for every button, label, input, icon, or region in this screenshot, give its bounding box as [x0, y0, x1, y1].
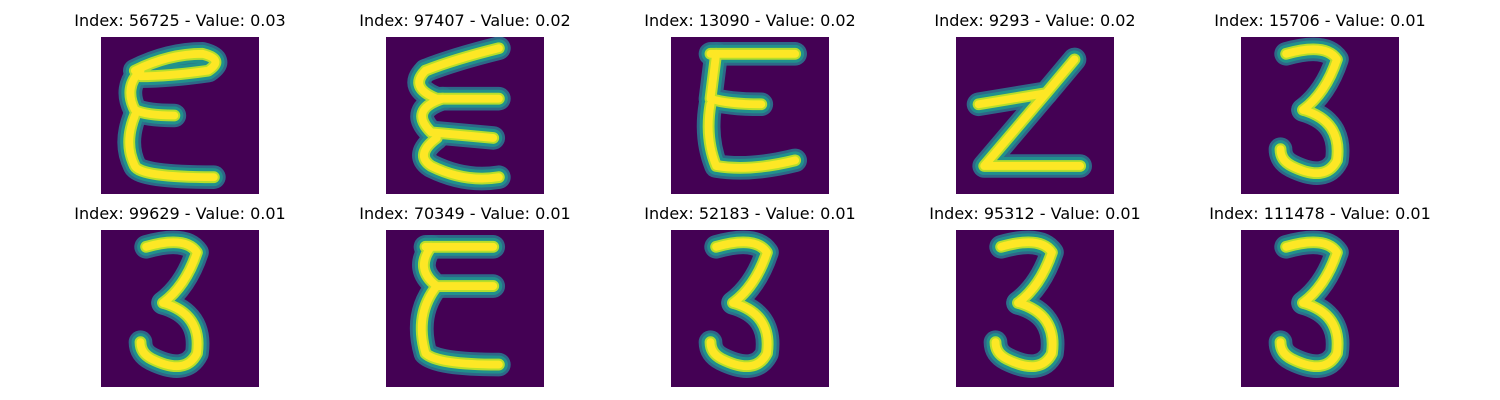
panel-title: Index: 9293 - Value: 0.02	[934, 11, 1136, 30]
panel-title: Index: 99629 - Value: 0.01	[74, 204, 286, 223]
glyph-stroke	[136, 298, 202, 370]
glyph-stroke	[421, 44, 503, 75]
image-panel: Index: 95312 - Value: 0.01	[890, 202, 1180, 387]
glyph-stroke	[706, 49, 766, 109]
glyph-stroke	[417, 282, 503, 369]
panel-title: Index: 95312 - Value: 0.01	[929, 204, 1141, 223]
panel-title: Index: 15706 - Value: 0.01	[1214, 11, 1426, 30]
glyph-stroke	[1276, 105, 1342, 177]
digit-image	[1241, 230, 1399, 387]
glyph-stroke	[712, 238, 771, 307]
image-panel: Index: 13090 - Value: 0.02	[605, 9, 895, 194]
glyph-stroke	[1276, 298, 1342, 370]
glyph-stroke	[126, 66, 179, 120]
glyph-stroke	[420, 134, 503, 183]
glyph-stroke	[125, 111, 218, 182]
digit-image	[101, 230, 259, 387]
digit-image	[101, 37, 259, 194]
digit-image	[956, 37, 1114, 194]
digit-image	[671, 230, 829, 387]
image-panel: Index: 99629 - Value: 0.01	[35, 202, 325, 387]
image-panel: Index: 9293 - Value: 0.02	[890, 9, 1180, 194]
panel-title: Index: 111478 - Value: 0.01	[1209, 204, 1431, 223]
glyph-stroke	[706, 298, 772, 370]
panel-title: Index: 13090 - Value: 0.02	[644, 11, 856, 30]
glyph-stroke	[980, 89, 1085, 170]
image-panel: Index: 15706 - Value: 0.01	[1175, 9, 1465, 194]
glyph-stroke	[991, 298, 1057, 370]
glyph-stroke	[130, 49, 220, 81]
image-panel: Index: 56725 - Value: 0.03	[35, 9, 325, 194]
glyph-stroke	[704, 100, 800, 172]
digit-image	[386, 37, 544, 194]
digit-image	[1241, 37, 1399, 194]
glyph-stroke	[1282, 45, 1341, 114]
image-panel: Index: 70349 - Value: 0.01	[320, 202, 610, 387]
digit-image	[386, 230, 544, 387]
glyph-stroke	[997, 238, 1056, 307]
glyph-stroke	[418, 94, 498, 142]
digit-image	[671, 37, 829, 194]
glyph-stroke	[1282, 238, 1341, 307]
digit-image	[956, 230, 1114, 387]
panel-title: Index: 70349 - Value: 0.01	[359, 204, 571, 223]
image-panel: Index: 111478 - Value: 0.01	[1175, 202, 1465, 387]
image-panel: Index: 52183 - Value: 0.01	[605, 202, 895, 387]
panel-title: Index: 56725 - Value: 0.03	[74, 11, 286, 30]
image-panel: Index: 97407 - Value: 0.02	[320, 9, 610, 194]
panel-title: Index: 52183 - Value: 0.01	[644, 204, 856, 223]
panel-title: Index: 97407 - Value: 0.02	[359, 11, 571, 30]
glyph-stroke	[142, 238, 201, 307]
